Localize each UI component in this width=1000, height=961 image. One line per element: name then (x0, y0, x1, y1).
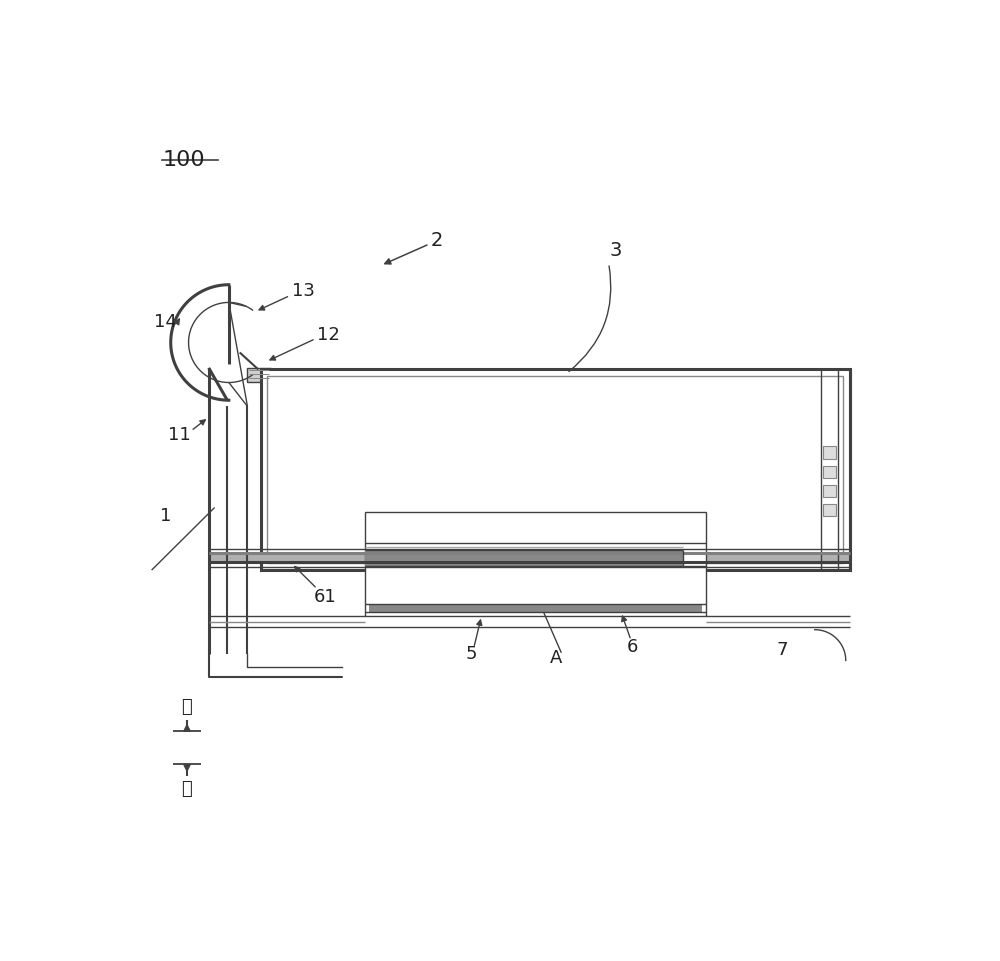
Bar (369, 604, 702, 612)
Bar (267, 376, 843, 563)
Text: 13: 13 (292, 282, 314, 300)
Text: 11: 11 (168, 426, 190, 444)
Text: 100: 100 (162, 150, 205, 170)
Bar (247, 368, 271, 382)
Bar (823, 505, 836, 516)
Text: 2: 2 (431, 232, 444, 250)
Text: 3: 3 (609, 240, 622, 259)
Bar (261, 369, 850, 570)
Text: 12: 12 (317, 326, 340, 344)
Bar (823, 485, 836, 497)
Text: 61: 61 (313, 587, 336, 605)
Text: 1: 1 (160, 506, 171, 525)
Bar (823, 466, 836, 478)
Bar (365, 551, 683, 566)
Text: 6: 6 (627, 637, 639, 655)
Text: 上: 上 (182, 698, 192, 716)
Text: 下: 下 (182, 780, 192, 798)
Text: 5: 5 (466, 646, 478, 663)
Bar (365, 512, 706, 616)
Text: A: A (550, 650, 562, 667)
Text: 14: 14 (154, 312, 177, 331)
Text: 7: 7 (776, 642, 788, 659)
Bar (823, 447, 836, 458)
Bar (209, 553, 850, 562)
